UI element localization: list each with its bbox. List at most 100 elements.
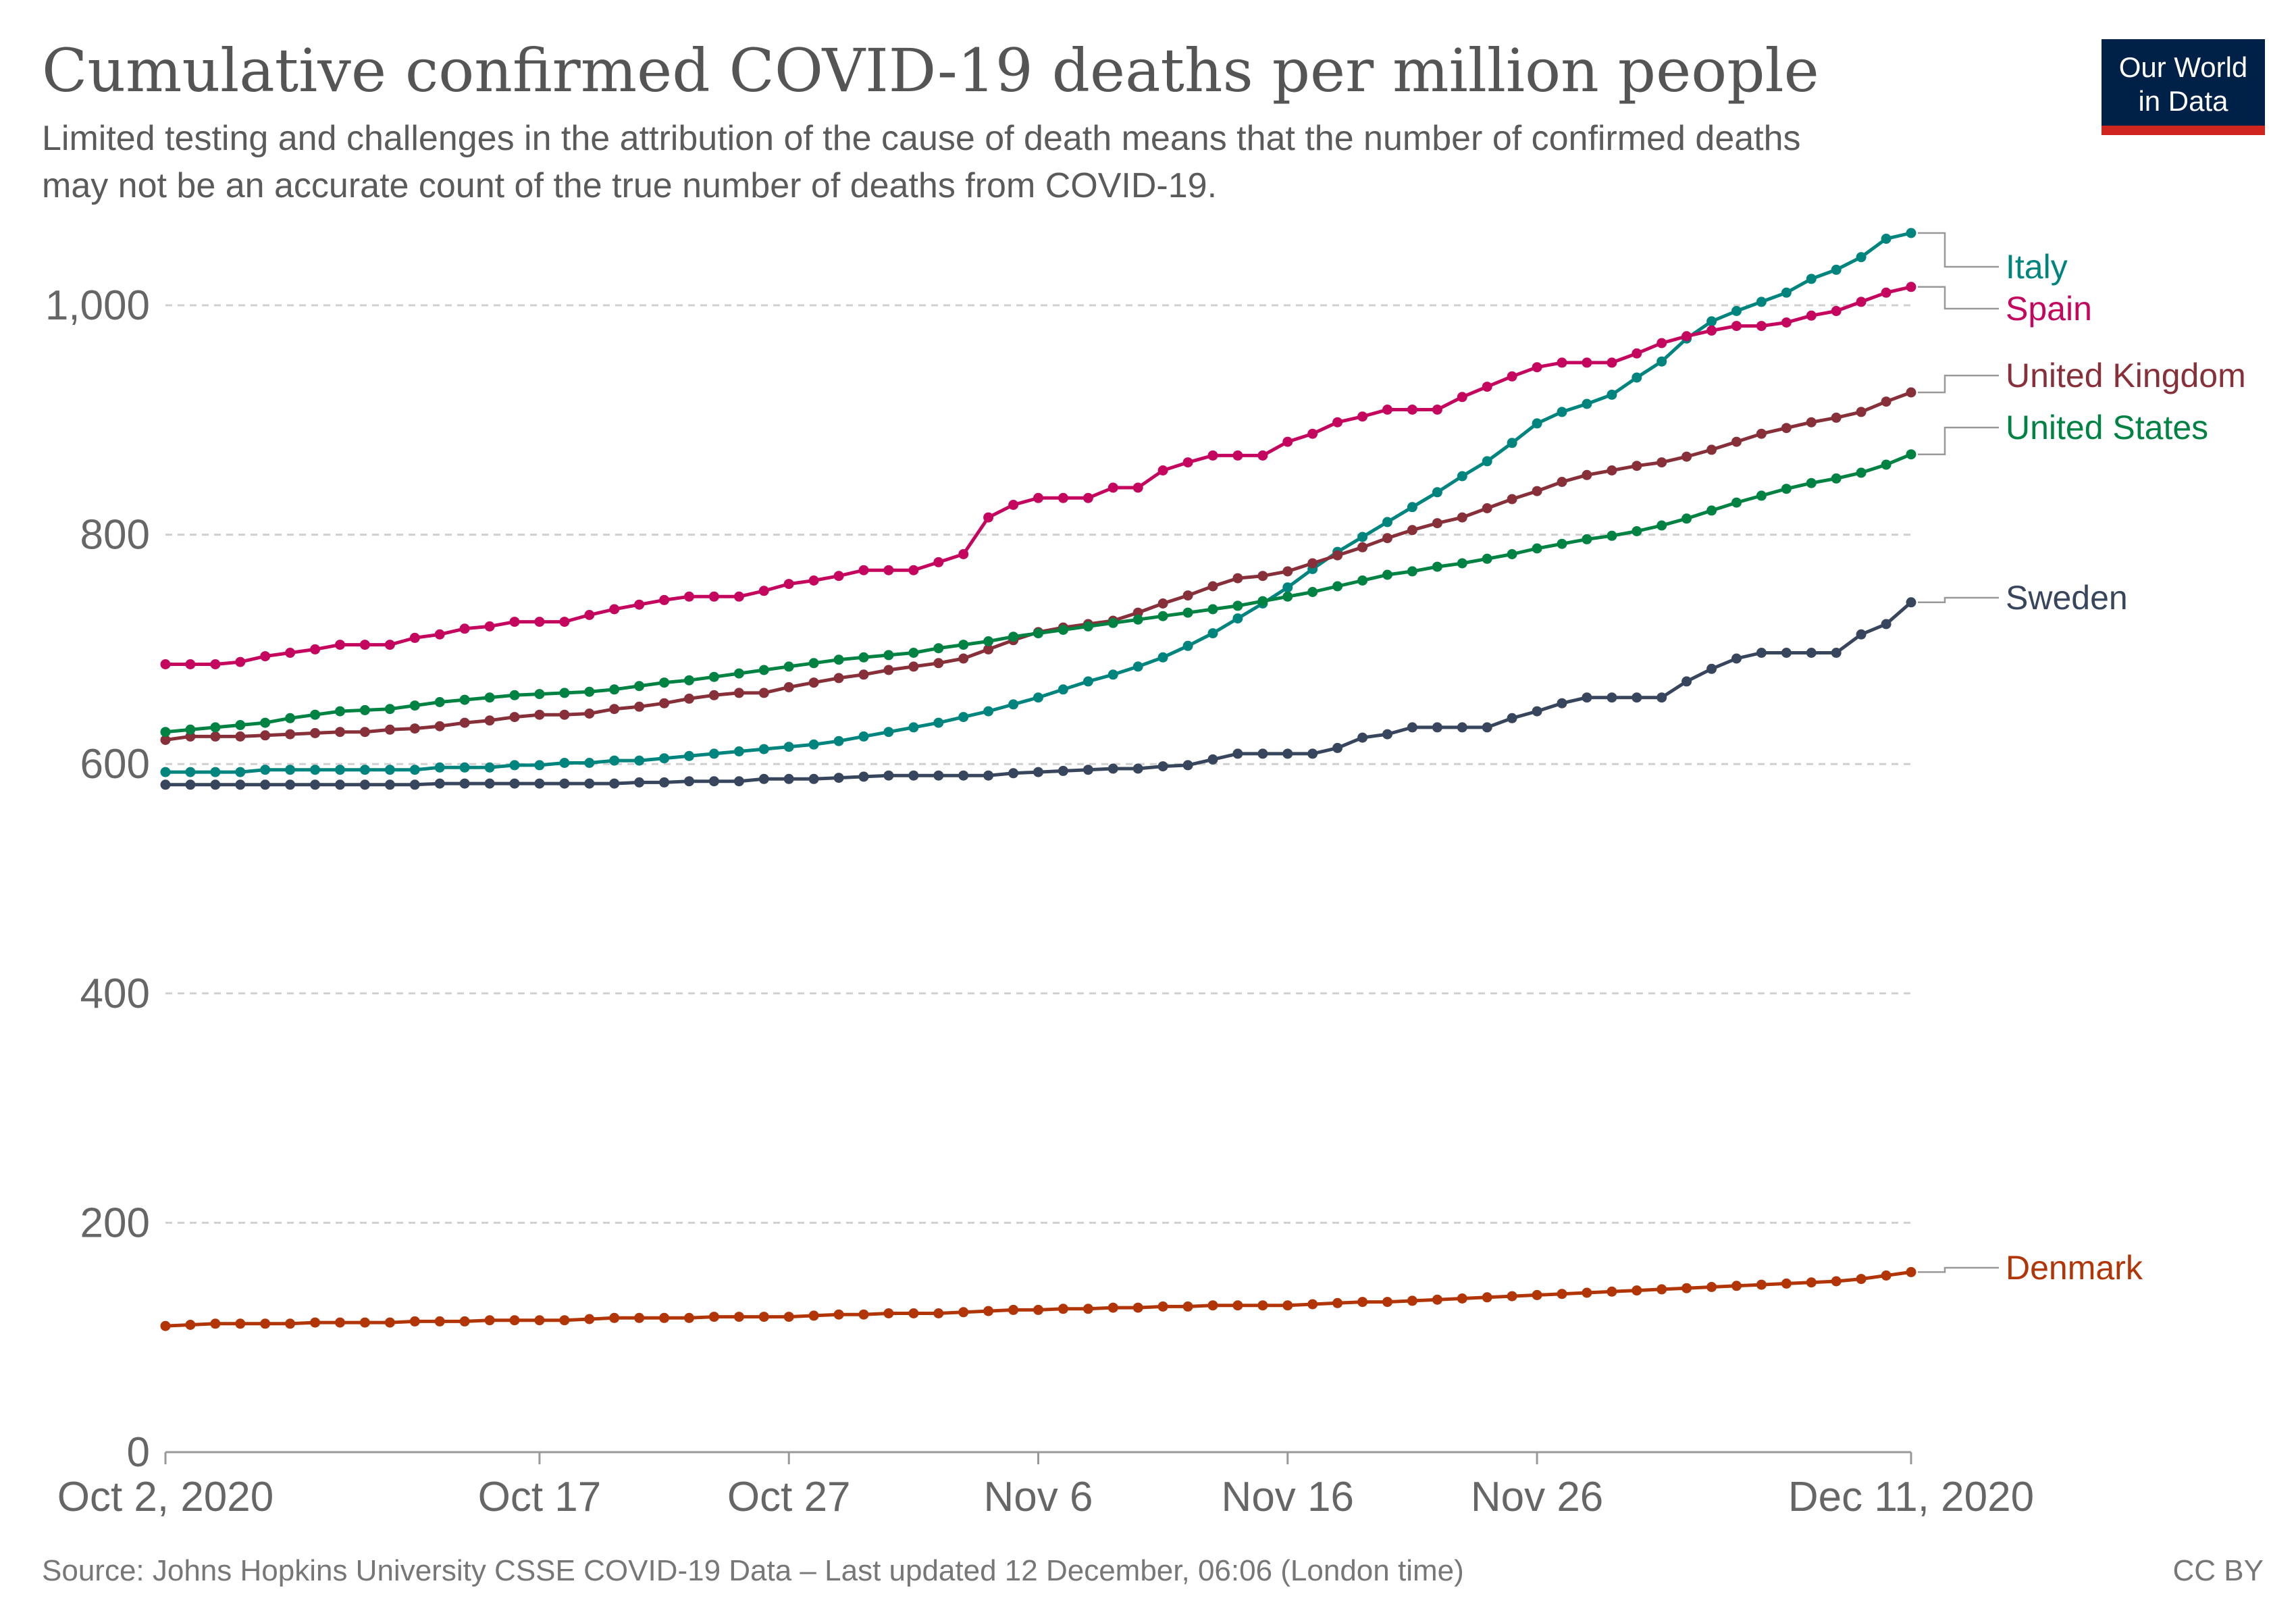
point-denmark-35	[1033, 1304, 1043, 1315]
point-united-kingdom-5	[285, 729, 296, 740]
point-united-kingdom-19	[634, 701, 645, 712]
point-sweden-69	[1881, 619, 1891, 629]
point-denmark-46	[1307, 1299, 1318, 1310]
point-denmark-26	[808, 1310, 819, 1321]
point-italy-1	[185, 767, 196, 777]
point-spain-58	[1607, 357, 1617, 368]
point-sweden-9	[384, 779, 395, 790]
point-denmark-11	[434, 1316, 445, 1327]
point-sweden-6	[310, 779, 321, 790]
point-denmark-58	[1607, 1286, 1617, 1297]
point-spain-59	[1632, 348, 1642, 359]
leader-line-united-kingdom	[1918, 374, 1999, 394]
point-italy-39	[1132, 661, 1143, 672]
point-sweden-47	[1332, 742, 1343, 753]
point-italy-63	[1731, 306, 1742, 316]
x-tick-label-0: Oct 2, 2020	[57, 1474, 274, 1520]
point-spain-26	[808, 575, 819, 586]
point-united-states-68	[1856, 467, 1867, 478]
point-united-kingdom-56	[1557, 477, 1567, 487]
point-denmark-9	[384, 1317, 395, 1328]
point-denmark-65	[1781, 1278, 1792, 1289]
series-label-united-states: United States	[2006, 409, 2208, 446]
point-united-states-41	[1182, 607, 1193, 618]
point-united-kingdom-69	[1881, 396, 1891, 407]
point-sweden-66	[1806, 648, 1817, 658]
point-denmark-70	[1906, 1266, 1916, 1277]
point-united-kingdom-3	[235, 731, 246, 742]
point-denmark-66	[1806, 1277, 1817, 1288]
point-united-states-13	[484, 692, 495, 703]
series-label-sweden: Sweden	[2006, 579, 2128, 617]
point-united-kingdom-53	[1482, 503, 1492, 513]
point-spain-69	[1881, 287, 1891, 298]
point-italy-66	[1806, 274, 1817, 284]
x-tick-label-5: Nov 26	[1471, 1474, 1603, 1520]
license-label[interactable]: CC BY	[2173, 1554, 2264, 1587]
point-united-kingdom-52	[1457, 512, 1467, 523]
logo-text-line-1: Our World	[2119, 51, 2248, 83]
point-sweden-7	[335, 779, 345, 790]
point-spain-13	[484, 621, 495, 632]
point-spain-62	[1706, 325, 1717, 336]
point-denmark-54	[1507, 1291, 1517, 1302]
point-united-states-59	[1632, 526, 1642, 536]
point-spain-10	[409, 632, 420, 643]
point-sweden-39	[1132, 763, 1143, 774]
point-spain-7	[335, 640, 345, 650]
point-italy-67	[1831, 264, 1842, 275]
point-denmark-57	[1582, 1287, 1592, 1298]
point-united-kingdom-47	[1332, 550, 1343, 561]
point-italy-70	[1906, 228, 1916, 238]
point-united-states-14	[509, 690, 520, 700]
point-italy-69	[1881, 234, 1891, 244]
point-spain-64	[1756, 321, 1767, 332]
point-spain-2	[210, 659, 221, 669]
y-tick-label-400: 400	[80, 971, 150, 1017]
point-united-states-67	[1831, 473, 1842, 484]
point-spain-29	[883, 565, 894, 575]
point-united-states-57	[1582, 534, 1592, 544]
point-denmark-53	[1482, 1292, 1492, 1303]
point-denmark-10	[409, 1316, 420, 1327]
point-sweden-40	[1157, 761, 1168, 772]
point-denmark-49	[1382, 1297, 1392, 1308]
logo-accent-bar	[2102, 126, 2265, 135]
logo-background	[2102, 39, 2265, 131]
point-spain-47	[1332, 417, 1343, 428]
point-united-kingdom-31	[933, 658, 944, 669]
point-sweden-42	[1207, 754, 1218, 765]
point-united-kingdom-11	[434, 721, 445, 731]
point-denmark-50	[1407, 1295, 1417, 1306]
point-denmark-13	[484, 1315, 495, 1326]
point-denmark-2	[210, 1318, 221, 1329]
point-denmark-42	[1207, 1300, 1218, 1311]
point-sweden-59	[1632, 692, 1642, 703]
x-tick-label-2: Oct 27	[727, 1474, 851, 1520]
point-spain-9	[384, 640, 395, 650]
point-united-states-26	[808, 658, 819, 669]
point-denmark-8	[359, 1317, 370, 1328]
point-sweden-37	[1082, 765, 1093, 775]
point-united-states-15	[534, 689, 545, 700]
point-united-kingdom-26	[808, 677, 819, 688]
point-denmark-56	[1557, 1289, 1567, 1300]
point-denmark-69	[1881, 1270, 1891, 1281]
point-united-kingdom-18	[609, 704, 620, 715]
owid-logo[interactable]: Our World in Data	[2102, 39, 2265, 135]
point-spain-50	[1407, 405, 1417, 415]
point-italy-3	[235, 767, 246, 777]
source-note[interactable]: Source: Johns Hopkins University CSSE CO…	[42, 1554, 1464, 1587]
point-united-states-30	[908, 648, 919, 658]
point-sweden-55	[1532, 706, 1542, 717]
point-united-states-40	[1157, 611, 1168, 621]
point-united-states-19	[634, 681, 645, 692]
point-italy-38	[1107, 669, 1118, 680]
point-denmark-68	[1856, 1274, 1867, 1285]
point-italy-35	[1033, 692, 1043, 703]
point-italy-59	[1632, 372, 1642, 383]
point-spain-18	[609, 604, 620, 615]
point-sweden-5	[285, 779, 296, 790]
point-italy-41	[1182, 640, 1193, 651]
point-spain-20	[659, 594, 670, 605]
